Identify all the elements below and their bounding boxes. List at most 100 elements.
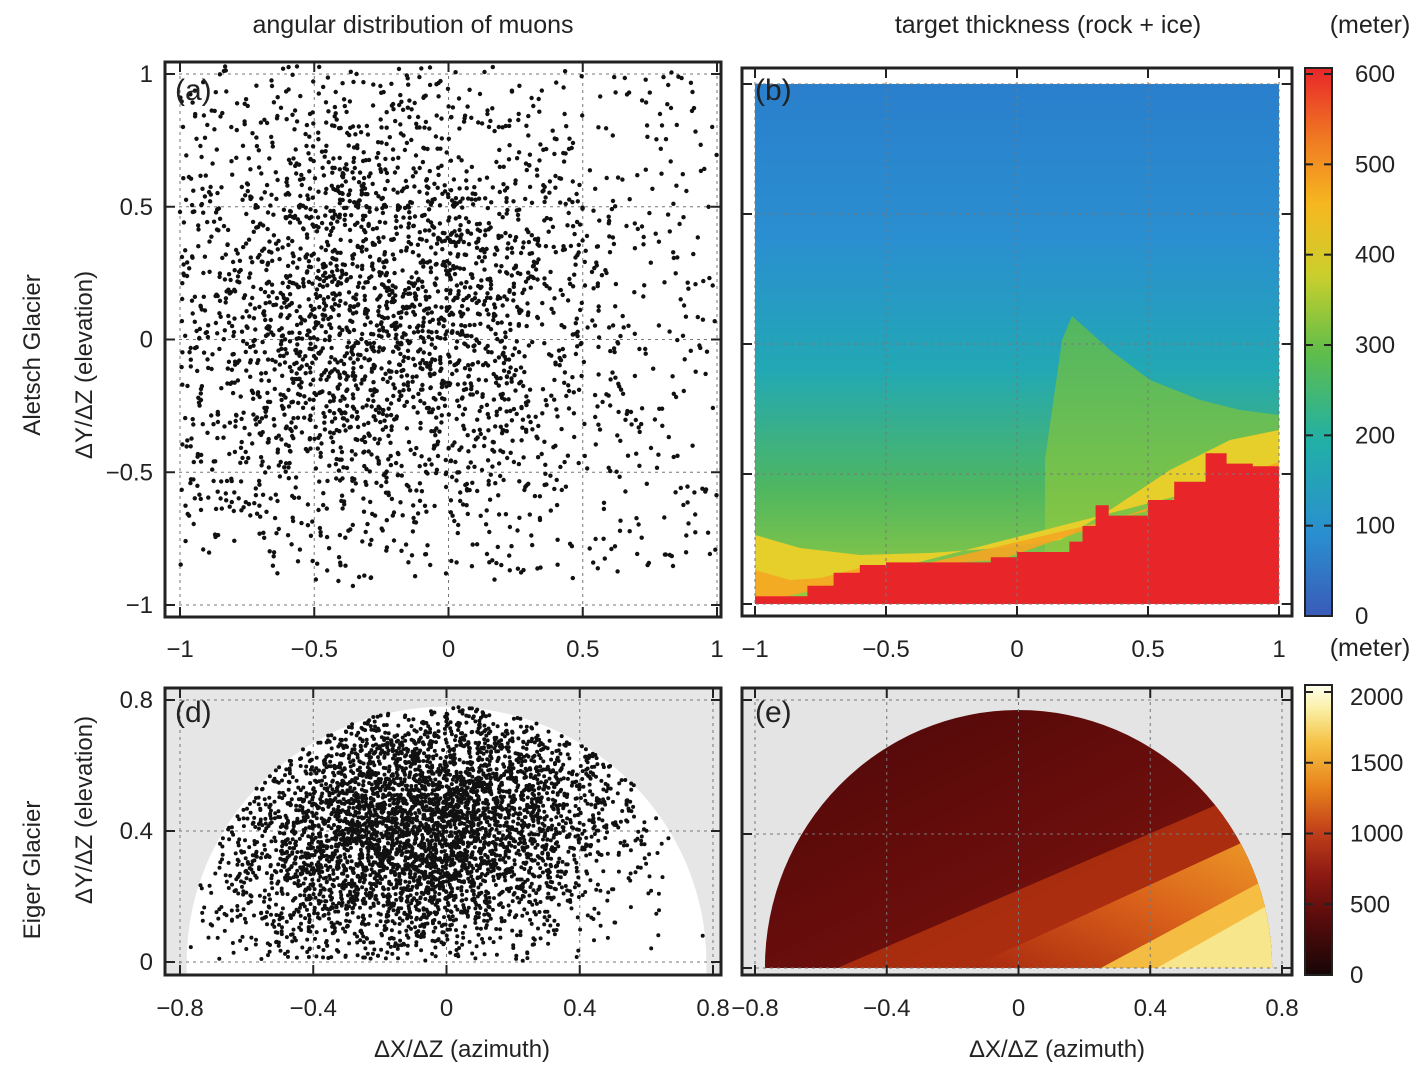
muon-point [451,787,456,792]
muon-point [376,901,381,905]
muon-point [392,298,397,304]
muon-point [406,234,411,239]
muon-point [505,828,510,833]
muon-point [275,447,281,452]
muon-point [302,415,307,420]
muon-point [273,811,278,816]
muon-point [520,913,525,918]
muon-point [468,285,473,290]
muon-point [626,323,631,328]
muon-point [311,892,316,897]
muon-point [371,332,376,337]
muon-point [406,286,411,291]
muon-point [374,207,379,212]
muon-point [263,370,268,376]
muon-point [340,900,345,905]
muon-point [184,444,189,449]
muon-point [234,413,239,418]
muon-point [632,814,636,819]
muon-point [391,313,396,319]
muon-point [225,227,231,233]
muon-point [513,367,519,373]
muon-point [411,330,417,335]
muon-point [566,388,572,394]
muon-point [507,568,512,573]
muon-point [483,908,488,913]
muon-point [588,789,593,794]
muon-point [442,380,447,385]
muon-point [284,117,289,122]
muon-point [388,462,394,468]
muon-point [414,940,419,945]
muon-point [276,433,281,438]
muon-point [549,306,554,312]
muon-point [566,383,571,388]
muon-point [343,301,348,306]
muon-point [274,902,278,907]
muon-point [270,140,275,145]
muon-point [223,252,228,257]
x-tick-label: 1 [710,636,723,663]
muon-point [548,216,553,222]
muon-point [199,452,204,458]
muon-point [180,124,186,130]
muon-point [254,83,259,88]
muon-point [680,172,685,177]
muon-point [375,441,381,446]
muon-point [397,746,401,750]
muon-point [546,229,551,234]
muon-point [347,227,353,233]
muon-point [262,313,267,318]
muon-point [409,275,414,280]
muon-point [383,424,389,430]
muon-point [328,261,333,266]
muon-point [322,370,327,375]
muon-point [350,256,355,261]
muon-point [455,330,460,335]
muon-point [308,413,313,418]
muon-point [205,219,210,225]
muon-point [576,875,581,880]
muon-point [374,480,379,485]
muon-point [476,885,481,890]
muon-point [252,306,258,311]
muon-point [284,767,289,772]
muon-point [455,794,459,799]
muon-point [535,749,540,754]
muon-point [316,137,321,142]
muon-point [477,718,482,723]
muon-point [425,735,430,739]
muon-point [287,292,293,297]
muon-point [359,336,364,342]
muon-point [295,342,300,347]
muon-point [253,349,258,354]
muon-point [254,422,259,427]
muon-point [195,454,200,459]
muon-point [340,327,345,333]
muon-point [191,521,196,527]
muon-point [179,364,184,370]
muon-point [490,447,495,453]
muon-point [465,785,470,790]
muon-point [710,124,715,130]
muon-point [340,81,345,86]
muon-point [327,360,332,365]
muon-point [337,332,342,338]
muon-point [389,81,394,87]
muon-point [604,270,609,276]
muon-point [439,413,444,418]
muon-point [488,278,493,284]
muon-point [457,447,462,453]
muon-point [424,238,429,243]
muon-point [374,323,380,328]
muon-point [195,483,200,488]
muon-point [235,908,240,913]
muon-point [240,884,244,889]
muon-point [389,427,394,433]
muon-point [179,487,184,492]
muon-point [423,552,429,557]
muon-point [376,313,382,318]
muon-point [190,417,195,422]
muon-point [342,217,347,222]
muon-point [425,311,430,316]
